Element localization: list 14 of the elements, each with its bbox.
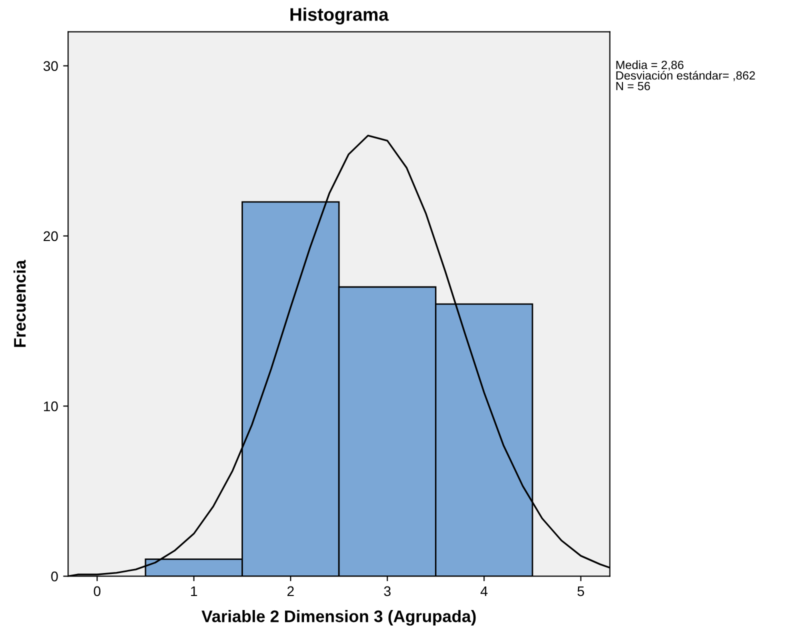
y-tick-label: 30 — [43, 61, 58, 71]
x-tick-label: 4 — [480, 586, 488, 596]
x-axis-title: Variable 2 Dimension 3 (Agrupada) — [202, 610, 476, 626]
y-axis-title: Frecuencia — [14, 260, 26, 347]
text: Media = 2,86 Desviación estándar= ,862 N = 56 — [616, 60, 755, 90]
x-tick-label: 1 — [191, 586, 198, 596]
x-tick-label: 0 — [94, 586, 100, 596]
y-tick-label: 20 — [44, 231, 58, 242]
x-tick-label: 2 — [287, 586, 294, 596]
y-tick-label: 10 — [44, 401, 58, 412]
x-tick-label: 3 — [384, 586, 391, 596]
chart-title: Histograma — [290, 8, 389, 25]
y-tick-label: 0 — [51, 572, 58, 582]
x-tick-label: 5 — [578, 586, 584, 596]
